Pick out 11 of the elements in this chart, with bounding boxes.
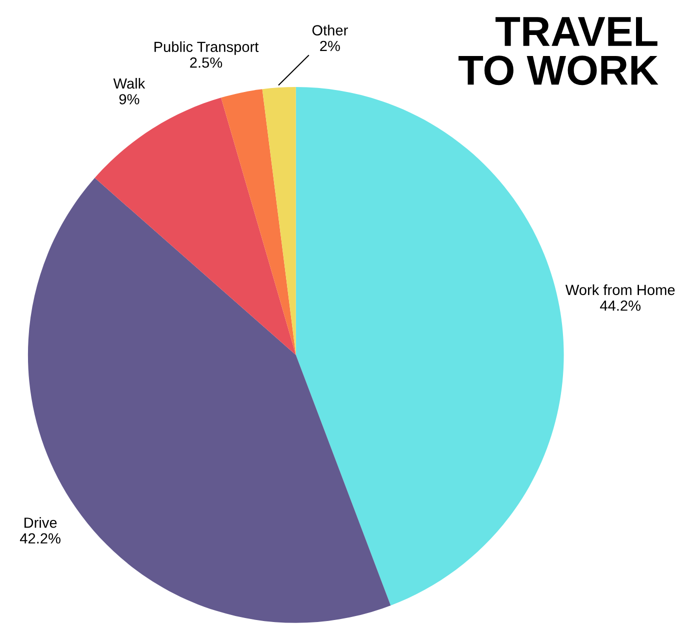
slice-label: Walk [113,78,146,89]
slice-label: Drive [24,517,57,528]
data-label: 9% [119,94,140,104]
data-label: 2.5% [190,57,222,68]
slice-label: Other [312,24,348,36]
data-label: 2% [320,40,340,52]
chart-title: TRAVEL TO WORK [458,17,658,86]
data-label: 42.2% [20,533,60,544]
slice-label: Work from Home [565,284,675,296]
slice-label: Public Transport [154,41,259,55]
data-label: 44.2% [600,300,641,311]
